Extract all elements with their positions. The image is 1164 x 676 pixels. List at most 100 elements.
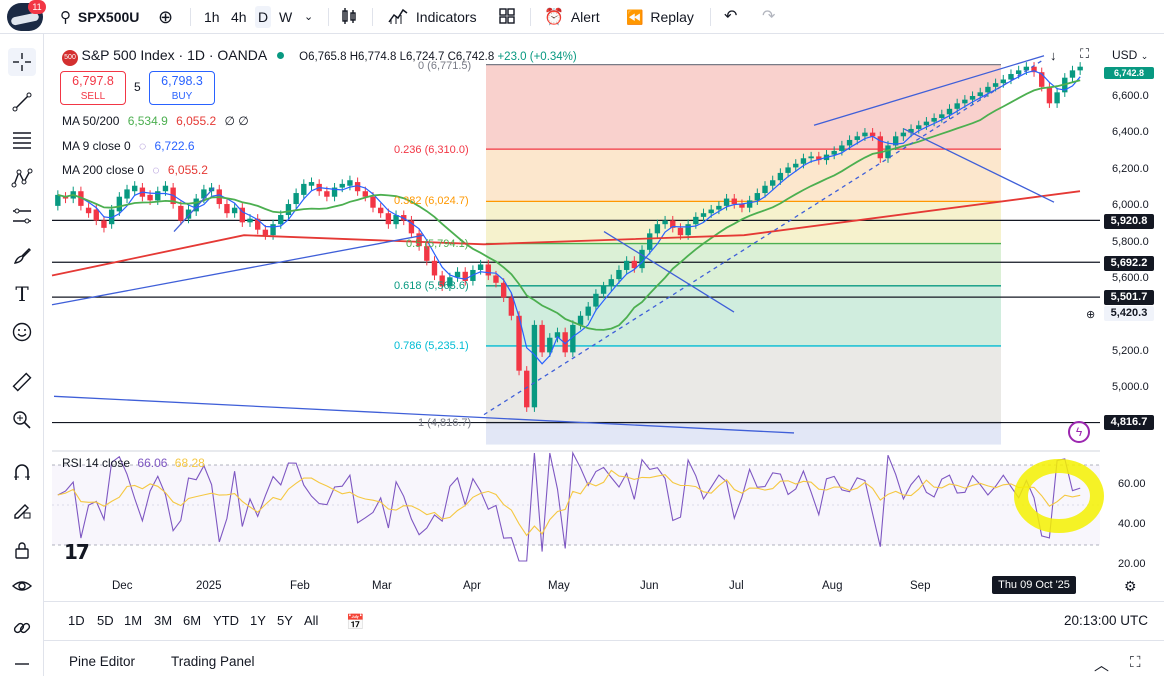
candle-body [416,233,422,247]
magnet-icon[interactable] [8,458,36,486]
interval-4h[interactable]: 4h [231,9,247,25]
interval-d[interactable]: D [255,6,272,28]
indicator-ma-9[interactable]: MA 9 close 0 ◌ 6,722.6 [62,139,200,153]
range-6m[interactable]: 6M [183,613,202,628]
trendline [813,55,1045,126]
time-tick: Sep [910,580,931,592]
candle-body [616,269,622,280]
candle-body [562,332,568,353]
candle-body [1039,72,1045,87]
notification-badge: 11 [28,0,46,14]
chart-title[interactable]: S&P 500 Index · 1D · OANDA [81,47,268,63]
candle-body [162,185,169,192]
crosshair-icon[interactable] [8,48,36,76]
candle-body [846,139,853,146]
add-alert-icon[interactable]: ⊕ [1086,309,1096,321]
brush-icon[interactable] [8,242,36,270]
interval-1h[interactable]: 1h [204,9,220,25]
range-1d[interactable]: 1D [68,613,85,628]
lock-icon[interactable] [8,536,36,564]
range-5d[interactable]: 5D [97,613,114,628]
fib-zone [486,422,1001,445]
range-1m[interactable]: 1M [124,613,143,628]
buy-price: 6,798.3 [161,74,203,88]
candle-body [1008,74,1014,80]
buy-button[interactable]: 6,798.3 BUY [149,71,215,105]
trendline [903,128,1055,203]
candle-body [116,196,123,212]
symbol-label: SPX500U [77,9,140,25]
search-icon: ⚲ [60,9,71,26]
clock[interactable]: 20:13:00 UTC [1064,613,1149,628]
add-symbol-button[interactable]: ⊕ [158,7,174,27]
ruler-icon[interactable] [8,368,36,396]
chevron-up-icon[interactable]: ︿ [1094,657,1110,674]
forecast-icon[interactable] [8,202,36,230]
candle-body [746,200,753,208]
fib-retracement-icon[interactable] [8,126,36,154]
link-icon[interactable] [8,614,36,642]
sell-button[interactable]: 6,797.8 SELL [60,71,126,105]
price-chart[interactable] [44,34,1164,601]
candle-body [739,204,745,208]
range-ytd[interactable]: YTD [213,613,239,628]
range-3m[interactable]: 3M [154,613,173,628]
range-1y[interactable]: 1Y [250,613,266,628]
redo-icon[interactable]: ↷ [762,8,776,25]
layout-grid-icon[interactable] [498,6,516,28]
tradingview-logo[interactable]: 17 [64,540,90,564]
fib-level-0236: 0.236 (6,310.0) [394,144,469,156]
maximize-icon[interactable]: ⛶ [1130,654,1141,671]
currency-selector[interactable]: USD ⌄ [1112,48,1148,62]
eye-icon[interactable] [8,572,36,600]
candle-body [1023,66,1030,71]
symbol-search[interactable]: ⚲ SPX500U [60,6,139,28]
text-icon[interactable]: T [15,282,29,306]
pencil-lock-icon[interactable] [8,496,36,524]
chevron-down-icon[interactable]: ⌄ [304,11,314,23]
candle-body [662,220,668,225]
candle-body [516,315,522,371]
trash-icon[interactable] [8,656,36,676]
range-all[interactable]: All [304,613,319,628]
time-tick: Jul [729,580,744,592]
chart-pane[interactable] [44,34,1164,601]
candle-body [193,198,199,212]
indicator-ma-200[interactable]: MA 200 close 0 ◌ 6,055.2 [62,163,213,177]
range-5y[interactable]: 5Y [277,613,293,628]
fullscreen-icon[interactable]: ⛶ [1080,46,1090,61]
ohlc-change: +23.0 (+0.34%) [497,51,577,63]
alert-button[interactable]: ⏰ Alert [544,6,600,28]
interval-w[interactable]: W [279,9,293,25]
indicators-button[interactable]: Indicators [388,6,477,28]
undo-icon[interactable]: ↶ [724,8,738,25]
rsi-pane [52,451,1104,562]
arrow-down-icon[interactable]: ↓ [1050,48,1057,63]
trend-line-icon[interactable] [8,88,36,116]
lightning-icon[interactable]: ϟ [1068,421,1090,443]
pattern-icon[interactable] [8,164,36,192]
candle-body [816,156,822,161]
emoji-icon[interactable] [8,318,36,346]
candle-body [931,117,937,122]
candle-body [793,163,799,168]
rsi-legend[interactable]: RSI 14 close 66.06 68.28 [62,456,205,470]
calendar-range-icon[interactable]: 📅 [346,614,365,631]
sell-label: SELL [80,91,106,102]
candle-body [62,196,69,199]
candle-body [892,136,899,146]
candle-body [239,207,246,223]
tab-pine-editor[interactable]: Pine Editor [69,654,136,669]
candle-body [301,183,307,195]
candle-body [1015,70,1022,75]
candle-body [670,220,676,228]
indicator-ma-50-200[interactable]: MA 50/200 6,534.9 6,055.2 ∅ ∅ [62,114,254,128]
candle-body [831,150,837,155]
tab-trading-panel[interactable]: Trading Panel [171,654,255,669]
price-flag: 5,692.2 [1104,256,1154,271]
settings-icon[interactable]: ⚙ [1124,578,1137,594]
replay-button[interactable]: ⏪ Replay [626,6,694,28]
zoom-in-icon[interactable] [8,406,36,434]
candle-body [577,315,584,325]
candles-icon[interactable] [340,6,358,28]
